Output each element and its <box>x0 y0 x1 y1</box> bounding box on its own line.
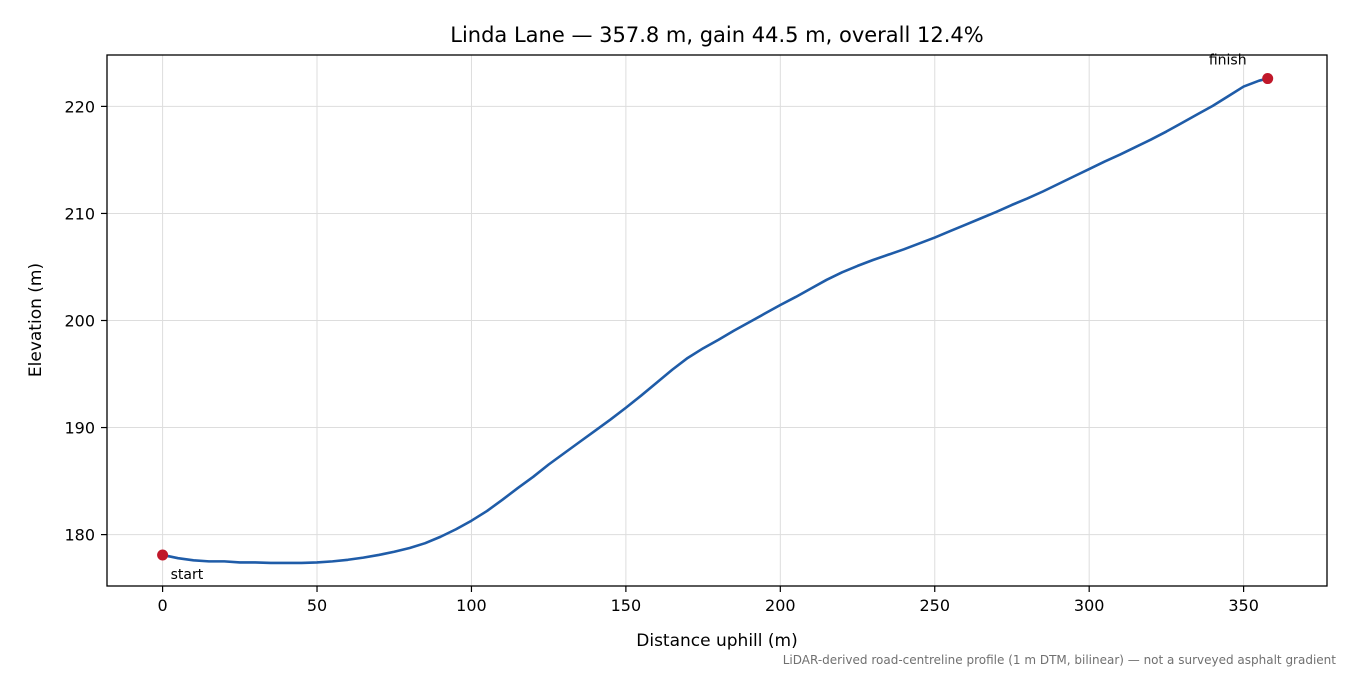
elevation-profile-line <box>162 77 1269 565</box>
x-axis-label: Distance uphill (m) <box>636 631 797 651</box>
finish-annotation: finish <box>1209 53 1247 69</box>
y-axis-label: Elevation (m) <box>26 263 46 377</box>
tick-layer: 0 50 100 150 200 250 300 350 180 190 200 210 220 <box>64 97 1258 615</box>
chart-title: Linda Lane — 357.8 m, gain 44.5 m, overa… <box>450 23 983 47</box>
grid-layer <box>107 55 1327 586</box>
x-tick-label: 0 <box>158 596 168 615</box>
footnote: LiDAR-derived road-centreline profile (1… <box>783 653 1337 667</box>
y-tick-label: 220 <box>64 97 95 116</box>
x-tick-label: 300 <box>1074 596 1105 615</box>
y-tick-label: 190 <box>64 419 95 438</box>
y-tick-label: 200 <box>64 312 95 331</box>
finish-marker <box>1262 73 1274 85</box>
x-tick-label: 100 <box>456 596 487 615</box>
start-annotation: start <box>171 567 204 583</box>
plot-area-frame <box>106 54 1328 587</box>
y-tick-label: 180 <box>64 526 95 545</box>
x-tick-label: 200 <box>765 596 796 615</box>
y-tick-label: 210 <box>64 204 95 223</box>
x-tick-label: 150 <box>611 596 642 615</box>
x-tick-label: 250 <box>919 596 950 615</box>
x-tick-label: 350 <box>1228 596 1259 615</box>
x-tick-label: 50 <box>307 596 327 615</box>
start-marker <box>157 549 169 561</box>
